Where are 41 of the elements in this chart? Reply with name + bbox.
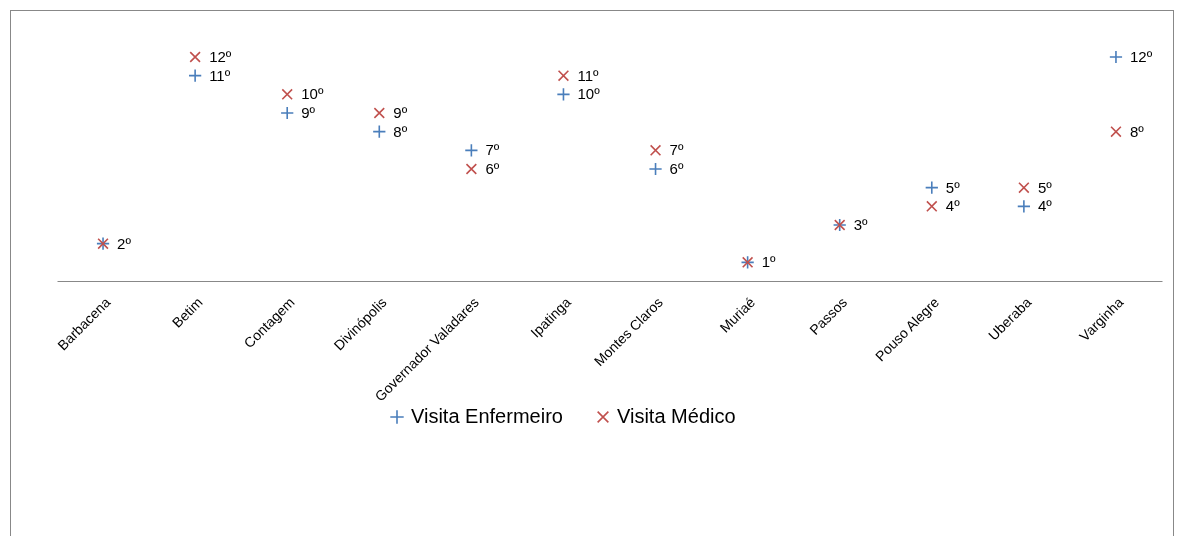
- point: [1110, 125, 1122, 138]
- data-label: 5º: [1037, 178, 1053, 196]
- data-label: 11º: [577, 66, 600, 84]
- point: [281, 88, 293, 101]
- data-label: 8º: [1129, 122, 1145, 140]
- legend-label: Visita Médico: [617, 405, 736, 427]
- point: [188, 68, 203, 83]
- point: [1018, 181, 1030, 194]
- data-label: 4º: [1037, 197, 1053, 215]
- point: [649, 144, 662, 157]
- data-label: 7º: [485, 141, 500, 159]
- point: [372, 124, 387, 139]
- point: [557, 69, 570, 82]
- point: [1109, 50, 1123, 64]
- point: [373, 107, 385, 119]
- data-label: 5º: [945, 178, 961, 196]
- data-label: 9º: [301, 104, 316, 121]
- point: [464, 143, 479, 158]
- data-label: 1º: [761, 253, 776, 271]
- data-label: 12º: [209, 48, 232, 65]
- data-label: 2º: [117, 234, 132, 252]
- data-label: 3º: [853, 216, 869, 233]
- point: [1016, 199, 1031, 214]
- point: [189, 51, 201, 63]
- point: [280, 106, 295, 120]
- data-label: 4º: [945, 197, 961, 215]
- point: [924, 180, 939, 195]
- point: [926, 200, 938, 213]
- data-label: 6º: [485, 160, 500, 177]
- legend-label: Visita Enfermeiro: [411, 405, 563, 427]
- data-label: 6º: [669, 160, 684, 177]
- data-label: 7º: [669, 141, 684, 159]
- point: [556, 87, 571, 102]
- data-label: 12º: [1129, 48, 1153, 65]
- point: [648, 162, 663, 176]
- data-label: 9º: [393, 104, 408, 121]
- data-label: 8º: [393, 122, 408, 140]
- data-label: 10º: [301, 85, 324, 103]
- point: [465, 163, 478, 175]
- data-label: 10º: [577, 85, 601, 103]
- data-label: 11º: [209, 66, 231, 84]
